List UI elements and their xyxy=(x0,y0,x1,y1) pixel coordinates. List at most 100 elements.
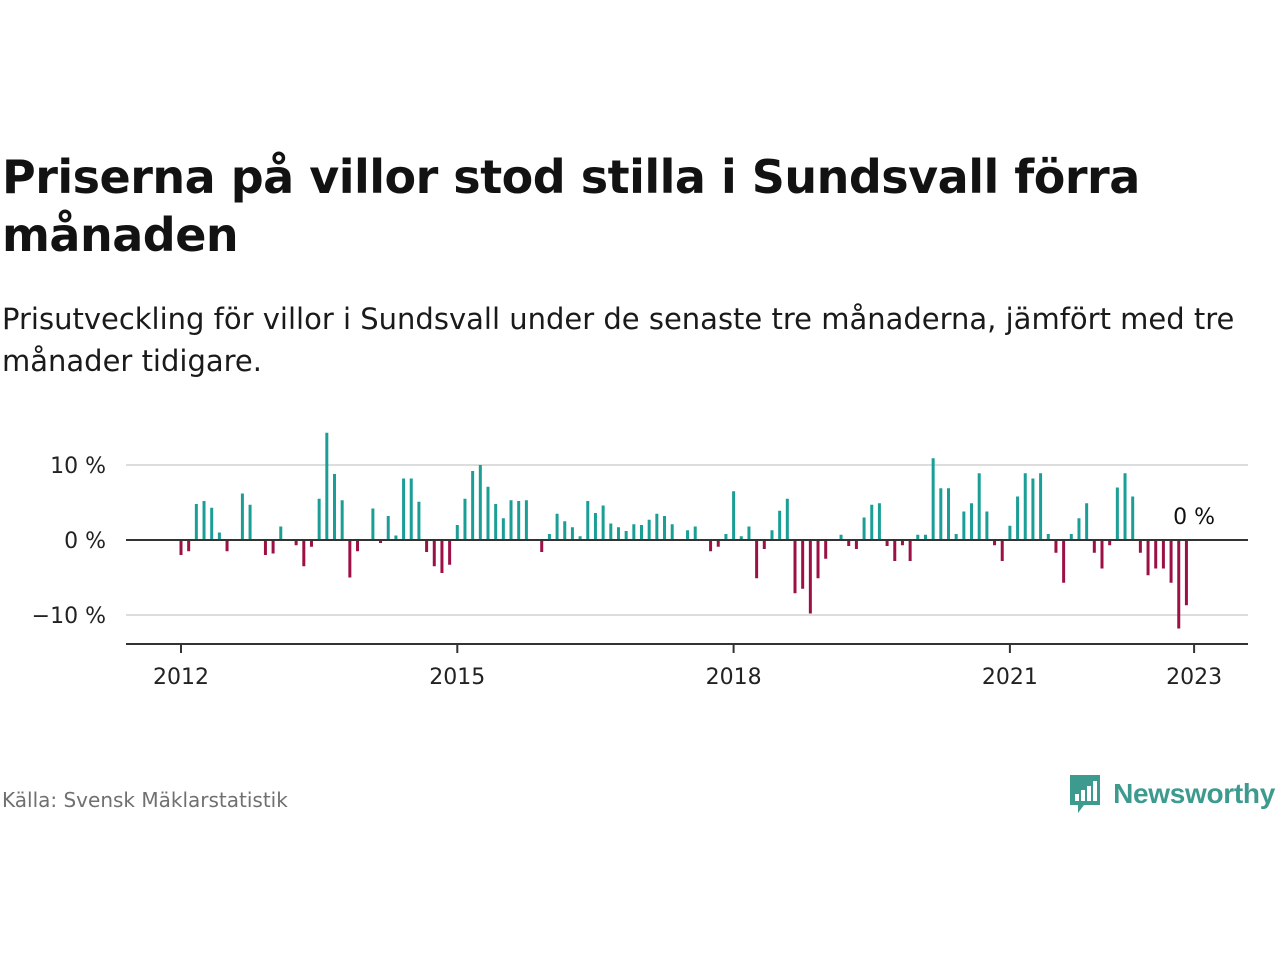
bar xyxy=(1169,540,1173,583)
bar xyxy=(578,536,582,540)
bar xyxy=(1138,540,1142,553)
bar xyxy=(187,540,191,552)
newsworthy-icon xyxy=(1070,775,1101,813)
bar xyxy=(601,505,605,540)
bar xyxy=(379,540,383,543)
bar xyxy=(808,540,812,614)
bar xyxy=(402,478,406,540)
bar xyxy=(862,517,866,540)
bar xyxy=(985,511,989,540)
bar xyxy=(785,498,789,540)
bar xyxy=(555,513,559,540)
bar xyxy=(1123,473,1127,540)
bar xyxy=(916,534,920,540)
bar xyxy=(1085,503,1089,540)
bar xyxy=(248,504,252,540)
bar xyxy=(970,503,974,540)
bar xyxy=(540,540,544,552)
bar xyxy=(747,526,751,540)
bar xyxy=(455,525,459,540)
chart-subtitle: Prisutveckling för villor i Sundsvall un… xyxy=(2,302,1235,378)
bar xyxy=(448,540,452,565)
bar xyxy=(1046,534,1050,540)
bar xyxy=(923,534,927,540)
bar xyxy=(793,540,797,594)
bar xyxy=(931,458,935,540)
bar xyxy=(816,540,820,579)
bar xyxy=(409,478,413,540)
bar xyxy=(847,540,851,546)
bar xyxy=(240,493,244,540)
bar xyxy=(225,540,229,552)
bar xyxy=(1184,540,1188,606)
last-value-label: 0 % xyxy=(1173,505,1215,530)
bar xyxy=(348,540,352,578)
bar xyxy=(624,531,628,540)
bar xyxy=(778,510,782,540)
brand-logo[interactable]: Newsworthy xyxy=(1067,772,1275,816)
x-tick-label: 2012 xyxy=(153,665,209,690)
bar xyxy=(463,498,467,540)
bar xyxy=(279,526,283,540)
bar xyxy=(839,534,843,540)
bar xyxy=(1092,540,1096,553)
bar xyxy=(632,524,636,540)
bar xyxy=(217,532,221,540)
brand-name: Newsworthy xyxy=(1113,778,1275,809)
bar xyxy=(877,503,881,540)
bar xyxy=(179,540,183,555)
bar xyxy=(425,540,429,552)
bar xyxy=(1154,540,1158,569)
bar xyxy=(686,530,690,540)
bar xyxy=(1131,496,1135,540)
bar xyxy=(977,473,981,540)
bar xyxy=(563,521,567,540)
bar xyxy=(993,540,997,546)
bar xyxy=(1108,540,1112,546)
chart-title: Priserna på villor stod stilla i Sundsva… xyxy=(2,150,1140,262)
bar xyxy=(1115,487,1119,540)
bar xyxy=(900,540,904,546)
bar xyxy=(870,504,874,540)
bar xyxy=(1000,540,1004,561)
bar xyxy=(854,540,858,549)
bar xyxy=(709,540,713,552)
bar xyxy=(501,518,505,540)
x-tick-label: 2021 xyxy=(982,665,1038,690)
bar xyxy=(1161,540,1165,569)
bar xyxy=(586,501,590,540)
bar xyxy=(440,540,444,573)
bar xyxy=(1023,473,1027,540)
bar xyxy=(1031,478,1035,540)
bar xyxy=(893,540,897,561)
y-axis-ticks: 10 % 0 % −10 % xyxy=(32,454,106,629)
bar xyxy=(947,488,950,540)
bar xyxy=(570,527,574,540)
bar xyxy=(478,465,482,540)
bar xyxy=(371,508,375,540)
y-tick-label: 10 % xyxy=(50,454,106,479)
bar xyxy=(294,540,298,546)
bar xyxy=(663,516,667,540)
y-tick-label: 0 % xyxy=(64,529,106,554)
bar xyxy=(724,534,728,540)
source-note: Källa: Svensk Mäklarstatistik xyxy=(2,788,288,812)
bar xyxy=(333,474,336,540)
bar xyxy=(271,540,275,554)
bar xyxy=(517,501,521,540)
bar xyxy=(325,432,329,540)
bar xyxy=(716,540,720,547)
bar xyxy=(954,534,958,540)
bar xyxy=(309,540,313,547)
bar xyxy=(194,504,198,540)
bar xyxy=(885,540,889,546)
bar xyxy=(670,524,674,540)
bar xyxy=(547,534,551,540)
bar xyxy=(824,540,828,559)
bar xyxy=(770,530,774,540)
bar xyxy=(755,540,759,579)
bar xyxy=(801,540,805,589)
x-tick-label: 2018 xyxy=(706,665,762,690)
x-tick-label: 2015 xyxy=(429,665,485,690)
x-axis-ticks: 2012 2015 2018 2021 2023 xyxy=(153,644,1222,690)
